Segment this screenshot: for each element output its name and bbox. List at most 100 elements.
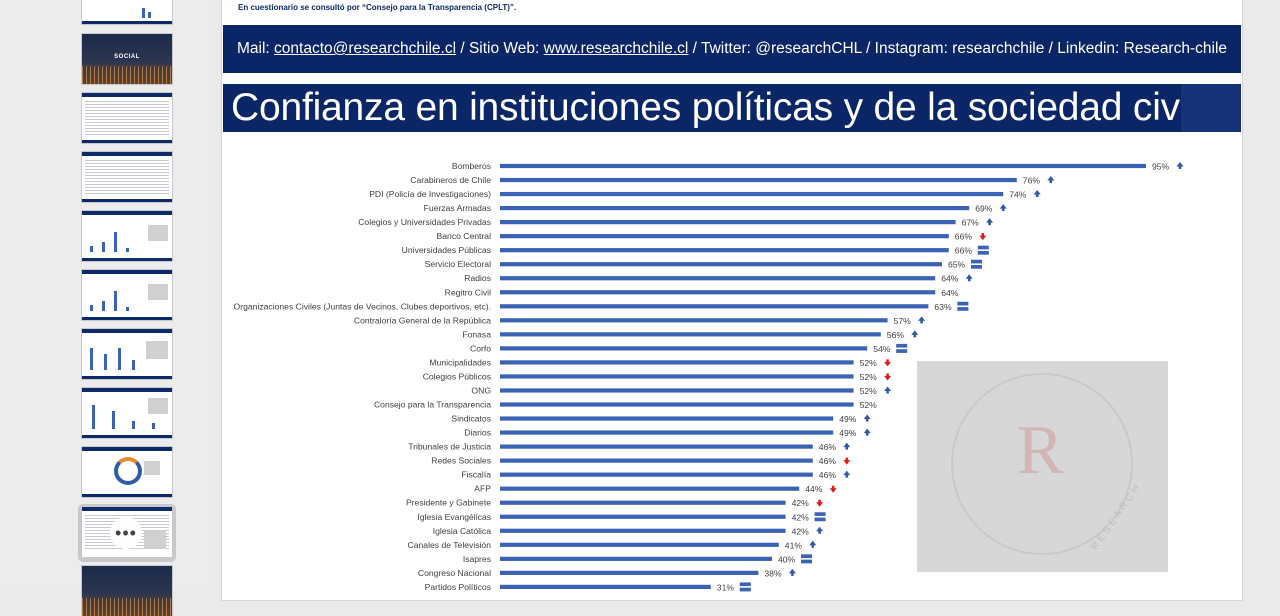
bar	[500, 472, 813, 477]
category-label: ONG	[471, 385, 491, 395]
category-label: Fonasa	[462, 329, 491, 339]
value-label: 46%	[819, 470, 837, 480]
slide-title: Confianza en instituciones políticas y d…	[231, 86, 1197, 129]
trend-up-icon	[863, 428, 871, 436]
category-label: Servicio Electoral	[425, 259, 491, 269]
thumbnail-title: SOCIAL	[114, 54, 140, 60]
bar	[500, 570, 759, 575]
bar	[500, 205, 970, 211]
slide-thumbnail[interactable]	[82, 93, 172, 143]
trend-up-icon	[999, 204, 1007, 212]
value-label: 65%	[948, 260, 966, 270]
trend-up-icon	[1176, 162, 1184, 169]
value-label: 63%	[934, 302, 952, 312]
bar	[500, 416, 834, 421]
slide-canvas: En cuestionario se consultó por “Consejo…	[222, 0, 1242, 600]
slide-thumbnail[interactable]	[82, 0, 172, 24]
trend-up-icon	[788, 568, 796, 576]
trend-down-icon	[843, 457, 851, 465]
title-banner: Confianza en instituciones políticas y d…	[223, 84, 1241, 132]
category-label: Diarios	[464, 428, 491, 438]
slide-thumbnail[interactable]	[82, 566, 172, 616]
slide-thumbnail[interactable]: SOCIAL	[82, 34, 172, 84]
value-label: 95%	[1152, 162, 1170, 172]
bar	[500, 458, 813, 463]
bar	[500, 332, 881, 337]
footnote: En cuestionario se consultó por “Consejo…	[238, 3, 517, 12]
trend-equal-icon	[739, 582, 751, 592]
trend-up-icon	[986, 218, 994, 226]
trend-up-icon	[843, 442, 851, 450]
value-label: 76%	[1023, 176, 1041, 186]
website-link[interactable]: www.researchchile.cl	[543, 40, 689, 57]
slide-thumbnail[interactable]	[82, 211, 172, 261]
slide-thumbnail[interactable]	[82, 447, 172, 497]
bar	[500, 556, 772, 561]
bar	[500, 304, 929, 309]
trend-up-icon	[809, 540, 817, 548]
mail-label: Mail:	[236, 40, 275, 57]
value-label: 41%	[785, 540, 803, 550]
slide-thumbnail[interactable]	[82, 152, 172, 202]
value-label: 54%	[873, 344, 891, 354]
value-label: 49%	[839, 428, 857, 438]
bar	[500, 177, 1017, 183]
category-label: Congreso Nacional	[418, 568, 491, 578]
category-label: Radios	[464, 273, 491, 283]
trend-equal-icon	[896, 343, 908, 353]
category-label: Sindicatos	[451, 414, 491, 424]
trend-down-icon	[816, 499, 824, 507]
bar	[500, 290, 936, 295]
trend-up-icon	[884, 386, 892, 394]
trend-up-icon	[918, 316, 926, 324]
category-label: Canales de Televisión	[408, 540, 492, 550]
slide-thumbnail-panel: SOCIAL •••	[0, 0, 208, 616]
bar	[500, 262, 942, 267]
bar	[500, 346, 868, 351]
category-label: Colegios y Universidades Privadas	[358, 217, 491, 227]
bar	[500, 318, 888, 323]
value-label: 49%	[839, 414, 857, 424]
value-label: 69%	[975, 204, 993, 214]
category-label: Consejo para la Transparencia	[374, 400, 491, 410]
web-label: / Sitio Web:	[456, 40, 544, 57]
bar	[500, 444, 813, 449]
more-options-button[interactable]: •••	[110, 517, 142, 549]
bar	[500, 500, 786, 505]
value-label: 38%	[764, 568, 782, 578]
category-label: Banco Central	[437, 231, 492, 241]
trend-up-icon	[863, 414, 871, 422]
social-handles: / Twitter: @researchCHL / Instagram: res…	[688, 40, 1228, 57]
value-label: 42%	[792, 498, 810, 508]
bar	[500, 388, 854, 393]
slide-thumbnail[interactable]	[82, 270, 172, 320]
category-label: Presidente y Gabinete	[406, 498, 491, 508]
trend-up-icon	[965, 274, 973, 282]
bar	[500, 486, 800, 491]
value-label: 66%	[955, 232, 973, 242]
value-label: 56%	[887, 330, 905, 340]
trend-down-icon	[979, 233, 987, 241]
value-label: 42%	[792, 526, 810, 536]
slide-thumbnail[interactable]	[82, 329, 172, 379]
category-label: Municipalidades	[429, 357, 491, 367]
mail-link[interactable]: contacto@researchchile.cl	[274, 40, 457, 57]
bar	[500, 234, 949, 239]
category-label: Fuerzas Armadas	[424, 203, 491, 213]
value-label: 67%	[962, 218, 980, 228]
bar	[500, 163, 1146, 169]
category-label: Colegios Públicos	[423, 371, 491, 381]
trend-down-icon	[884, 359, 892, 367]
value-label: 46%	[819, 456, 837, 466]
value-label: 64%	[941, 274, 959, 284]
bar	[500, 374, 854, 379]
category-label: Universidades Públicas	[402, 245, 491, 255]
trend-up-icon	[843, 470, 851, 478]
research-logo-watermark: R RESEARCH	[917, 361, 1168, 572]
category-label: Iglesia Evangélicas	[417, 512, 491, 522]
category-label: Bomberos	[452, 161, 491, 171]
trend-down-icon	[829, 485, 837, 493]
bar	[500, 248, 949, 253]
slide-thumbnail[interactable]	[82, 388, 172, 438]
value-label: 46%	[819, 442, 837, 452]
